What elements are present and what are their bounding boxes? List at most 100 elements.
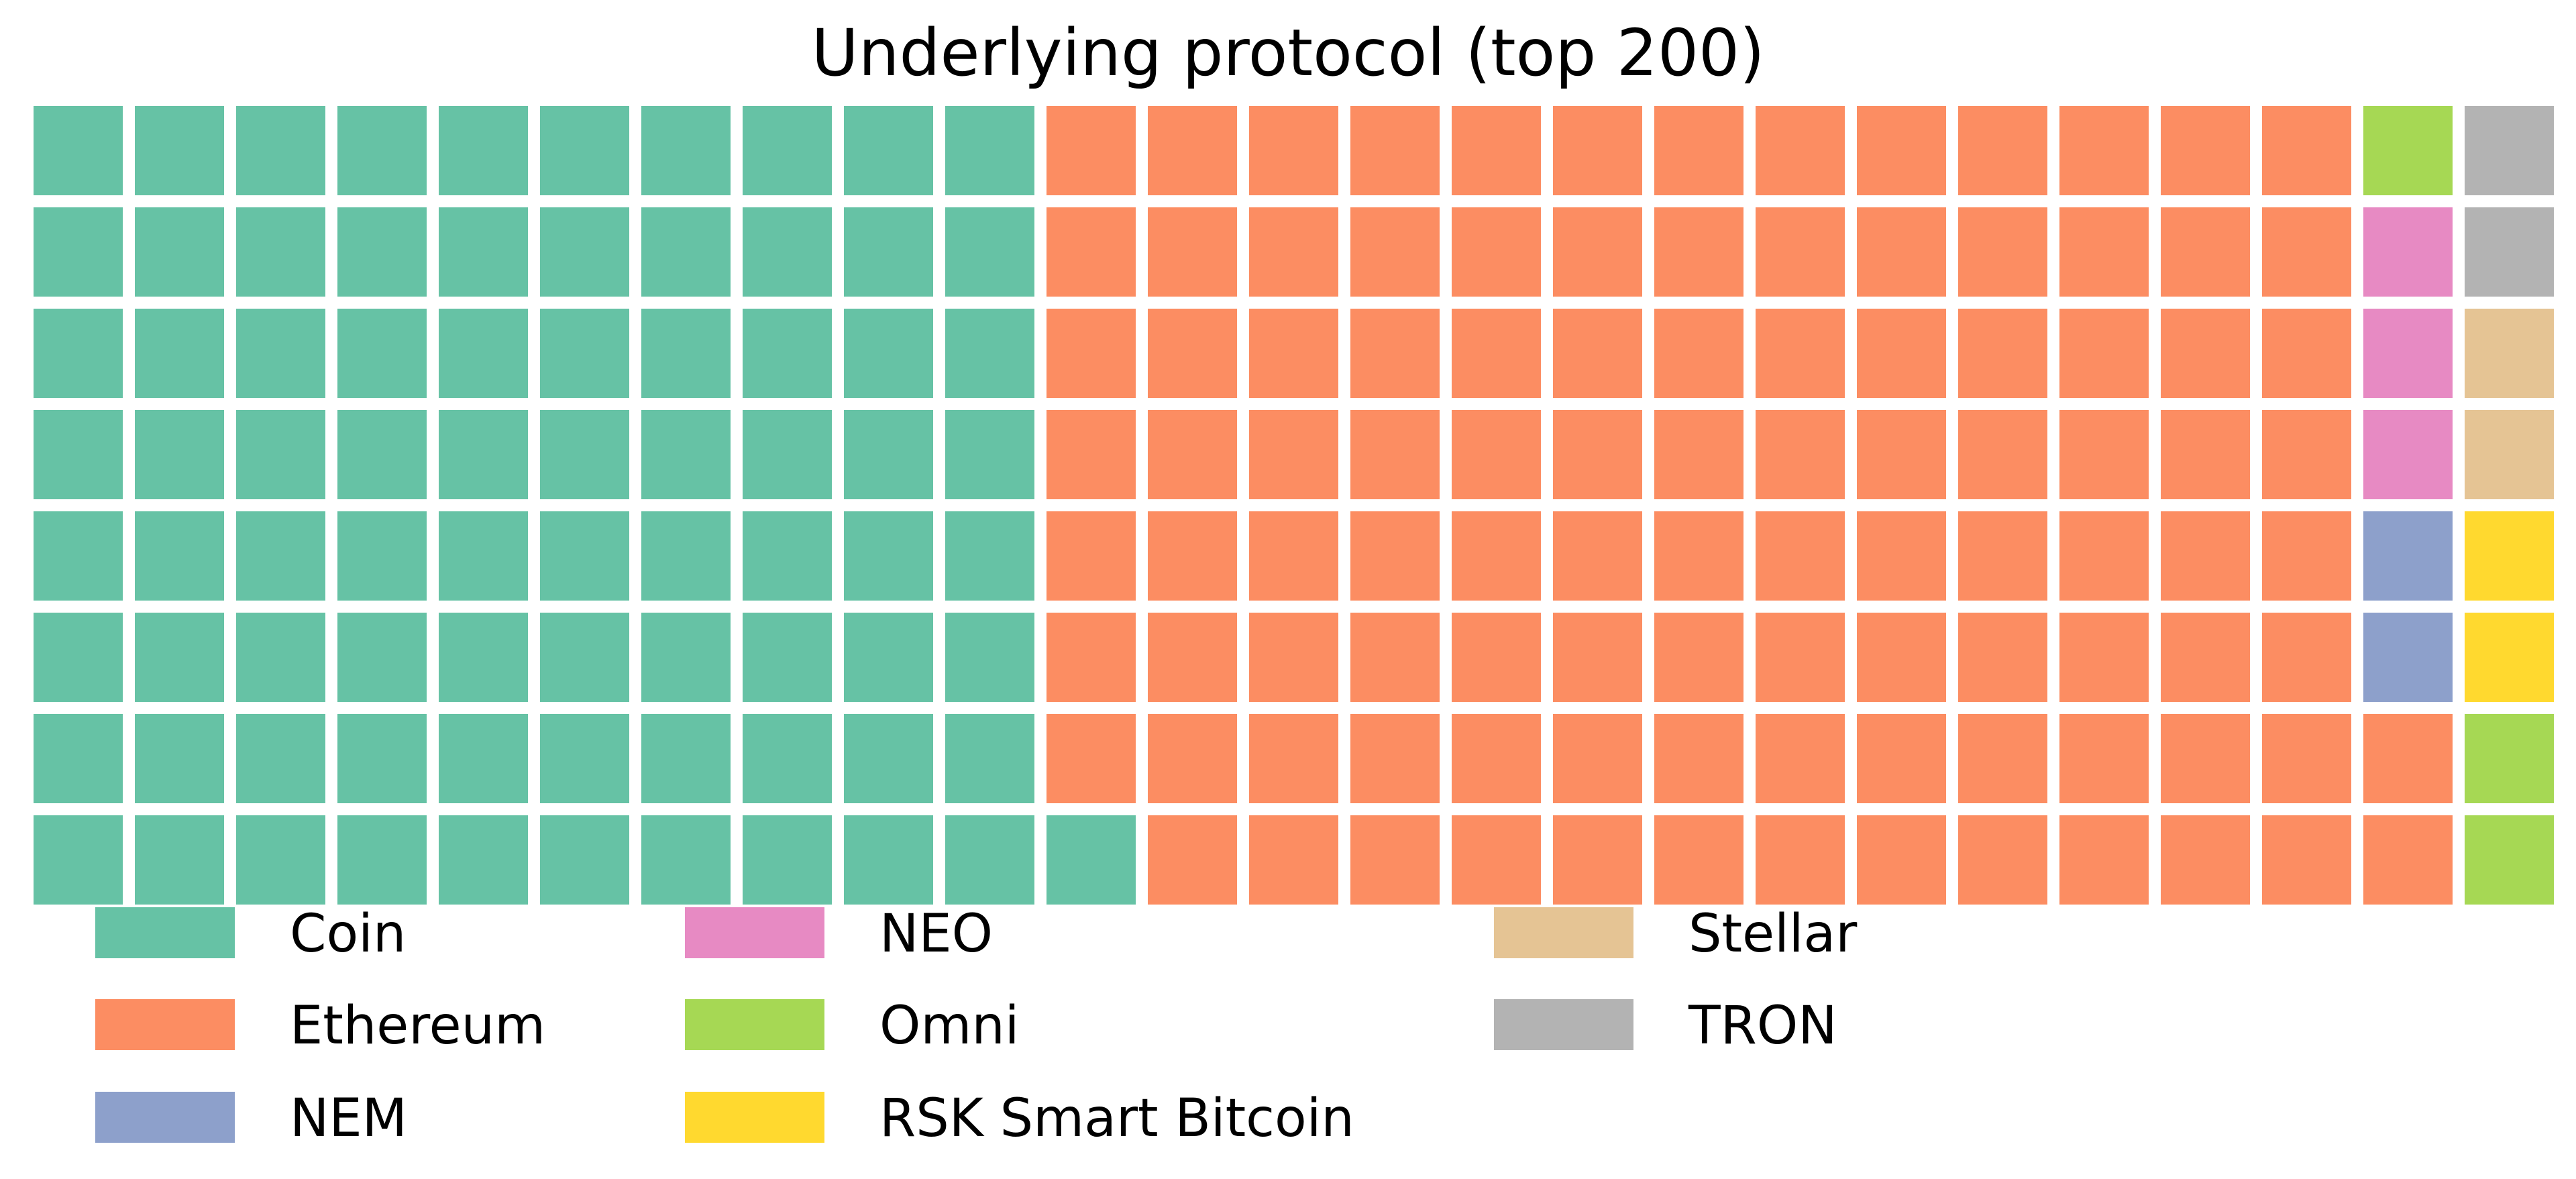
- waffle-cell-ethereum: [2363, 815, 2453, 905]
- waffle-cell-coin: [641, 815, 731, 905]
- waffle-cell-coin: [439, 613, 528, 702]
- waffle-cell-coin: [337, 309, 427, 398]
- waffle-cell-coin: [135, 106, 224, 195]
- waffle-cell-ethereum: [2262, 207, 2351, 297]
- legend: Coin Ethereum NEM NEO Omni RSK Smart Bitcoin S…: [95, 904, 1858, 1149]
- waffle-cell-ethereum: [2161, 309, 2250, 398]
- waffle-cell-ethereum: [1654, 815, 1743, 905]
- waffle-cell-coin: [945, 106, 1034, 195]
- waffle-cell-ethereum: [1046, 309, 1136, 398]
- waffle-cell-ethereum: [2161, 106, 2250, 195]
- waffle-cell-ethereum: [1654, 613, 1743, 702]
- waffle-cell-ethereum: [2161, 511, 2250, 601]
- waffle-cell-coin: [540, 207, 629, 297]
- waffle-cell-ethereum: [1553, 714, 1642, 803]
- legend-label-omni: Omni: [879, 996, 1019, 1056]
- waffle-cell-ethereum: [1350, 613, 1440, 702]
- waffle-cell-coin: [844, 613, 933, 702]
- waffle-cell-ethereum: [1654, 511, 1743, 601]
- waffle-cell-ethereum: [1553, 207, 1642, 297]
- waffle-cell-coin: [439, 309, 528, 398]
- waffle-cell-ethereum: [1857, 207, 1946, 297]
- waffle-cell-ethereum: [2262, 815, 2351, 905]
- waffle-cell-coin: [945, 815, 1034, 905]
- waffle-cell-coin: [236, 714, 325, 803]
- waffle-cell-ethereum: [1857, 410, 1946, 499]
- waffle-cell-ethereum: [1553, 815, 1642, 905]
- waffle-cell-ethereum: [1249, 106, 1338, 195]
- waffle-cell-coin: [743, 207, 832, 297]
- waffle-cell-coin: [945, 309, 1034, 398]
- waffle-cell-ethereum: [1148, 106, 1237, 195]
- legend-swatch-nem: [95, 1092, 235, 1143]
- waffle-cell-coin: [844, 309, 933, 398]
- waffle-cell-coin: [337, 207, 427, 297]
- waffle-cell-ethereum: [1857, 714, 1946, 803]
- waffle-cell-coin: [34, 207, 123, 297]
- waffle-cell-coin: [743, 511, 832, 601]
- waffle-cell-coin: [743, 106, 832, 195]
- waffle-cell-coin: [337, 511, 427, 601]
- waffle-cell-coin: [641, 511, 731, 601]
- waffle-cell-ethereum: [1857, 815, 1946, 905]
- waffle-cell-coin: [236, 613, 325, 702]
- waffle-cell-ethereum: [2363, 714, 2453, 803]
- waffle-cell-ethereum: [1148, 511, 1237, 601]
- waffle-cell-ethereum: [2262, 714, 2351, 803]
- waffle-cell-coin: [135, 714, 224, 803]
- waffle-cell-coin: [34, 714, 123, 803]
- waffle-cell-ethereum: [2059, 511, 2149, 601]
- legend-swatch-tron: [1494, 999, 1633, 1050]
- waffle-cell-coin: [135, 207, 224, 297]
- waffle-cell-coin: [641, 309, 731, 398]
- waffle-cell-ethereum: [1958, 207, 2047, 297]
- waffle-cell-ethereum: [1857, 106, 1946, 195]
- waffle-cell-ethereum: [1958, 714, 2047, 803]
- waffle-cell-coin: [540, 613, 629, 702]
- waffle-cell-ethereum: [1046, 207, 1136, 297]
- waffle-cell-coin: [641, 106, 731, 195]
- waffle-cell-tron: [2465, 106, 2554, 195]
- waffle-cell-ethereum: [2059, 207, 2149, 297]
- waffle-cell-neo: [2363, 207, 2453, 297]
- waffle-cell-ethereum: [1654, 207, 1743, 297]
- legend-label-neo: NEO: [879, 904, 993, 964]
- waffle-cell-coin: [236, 815, 325, 905]
- waffle-cell-rsk-smart-bitcoin: [2465, 511, 2554, 601]
- waffle-cell-ethereum: [1350, 511, 1440, 601]
- waffle-cell-ethereum: [1046, 106, 1136, 195]
- waffle-cell-ethereum: [2262, 106, 2351, 195]
- waffle-cell-coin: [439, 207, 528, 297]
- waffle-cell-ethereum: [1046, 511, 1136, 601]
- waffle-cell-ethereum: [2059, 714, 2149, 803]
- waffle-cell-coin: [236, 309, 325, 398]
- waffle-cell-ethereum: [1756, 309, 1845, 398]
- waffle-cell-coin: [945, 613, 1034, 702]
- waffle-cell-ethereum: [2262, 511, 2351, 601]
- waffle-cell-ethereum: [1958, 511, 2047, 601]
- waffle-cell-coin: [743, 613, 832, 702]
- waffle-cell-coin: [34, 106, 123, 195]
- waffle-cell-ethereum: [1046, 410, 1136, 499]
- waffle-cell-coin: [337, 714, 427, 803]
- waffle-cell-ethereum: [2161, 815, 2250, 905]
- waffle-cell-ethereum: [1857, 613, 1946, 702]
- waffle-cell-ethereum: [1958, 106, 2047, 195]
- waffle-cell-ethereum: [1756, 815, 1845, 905]
- waffle-cell-coin: [135, 309, 224, 398]
- waffle-cell-coin: [844, 106, 933, 195]
- waffle-cell-omni: [2465, 815, 2554, 905]
- waffle-cell-coin: [337, 613, 427, 702]
- waffle-cell-ethereum: [1046, 714, 1136, 803]
- waffle-cell-coin: [743, 309, 832, 398]
- chart-title: Underlying protocol (top 200): [811, 15, 1764, 91]
- legend-label-stellar: Stellar: [1688, 904, 1858, 964]
- waffle-cell-ethereum: [1249, 511, 1338, 601]
- legend-swatch-rsk-smart-bitcoin: [685, 1092, 824, 1143]
- waffle-cell-ethereum: [1249, 815, 1338, 905]
- waffle-cell-ethereum: [1452, 613, 1541, 702]
- waffle-cell-ethereum: [1249, 410, 1338, 499]
- waffle-cell-ethereum: [1958, 613, 2047, 702]
- waffle-cell-ethereum: [1654, 106, 1743, 195]
